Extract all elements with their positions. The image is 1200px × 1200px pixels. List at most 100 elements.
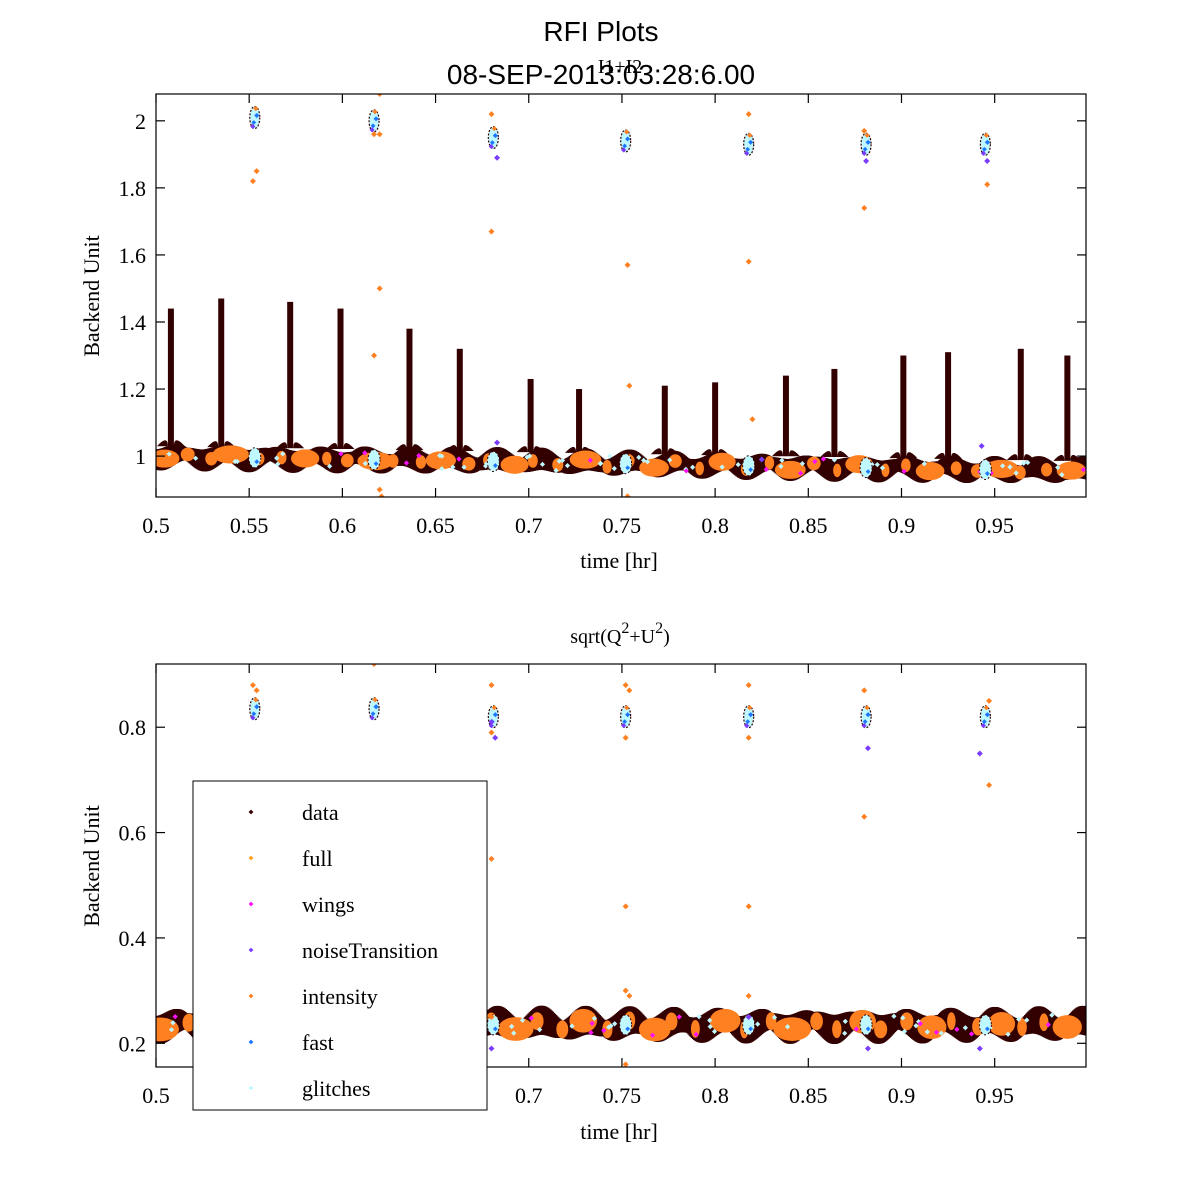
data-spike-shoulder [343,443,355,450]
fast-point [862,146,868,152]
glitches-point [439,466,445,472]
wings-point [601,1027,607,1034]
intensity-point [747,705,753,711]
intensity-point [500,455,529,474]
fast-point [254,459,260,465]
wings-point [362,450,368,456]
x-tick-label: 0.95 [975,1083,1014,1108]
y-tick-label: 2 [135,109,146,134]
data-spike-shoulder [1053,454,1065,461]
wings-point [901,468,907,474]
intensity-point [622,903,629,910]
wings-point [1080,467,1086,473]
fast-point [489,140,495,145]
intensity-point [156,449,180,468]
glitches-point [1055,464,1061,471]
intensity-point [491,125,497,132]
fast-point [373,461,379,467]
data-spike [1017,348,1024,461]
x-tick-label: 0.55 [230,513,269,538]
glitches-point [232,458,238,465]
glitches-point [274,455,280,461]
intensity-point [864,705,870,711]
intensity-point [807,456,821,471]
bottom-x-axis-label: time [hr] [580,1119,658,1144]
data-spike-shoulder [207,441,219,448]
wings-point [917,1021,923,1027]
wings-point [416,453,422,459]
wings-point [968,1031,975,1037]
x-tick-label: 0.7 [515,1083,543,1108]
noiseTransition-point [369,127,375,133]
glitches-point [1021,460,1027,466]
intensity-point [773,1017,812,1041]
glitches-cluster-low [486,451,500,473]
noiseTransition-point [976,750,983,757]
intensity-point [917,1015,947,1040]
data-spike [456,348,463,451]
intensity-point [488,1013,495,1020]
legend: data full wings noiseTransition intensity fas… [192,780,488,1111]
noiseTransition-point [978,443,985,450]
data-point [1084,1006,1086,1036]
data-spike-shoulder [1070,454,1082,461]
data-spike-shoulder [533,446,545,453]
glitches-point [874,462,880,468]
legend-marker-icon [248,1085,254,1091]
intensity-point [774,460,806,479]
noiseTransition-point [488,723,494,729]
data-spike-shoulder [412,444,424,451]
noiseTransition-point [250,123,256,130]
data-spike [712,382,719,456]
intensity-point [833,463,842,478]
data-spike-shoulder [667,448,679,455]
glitches-cluster-low [859,457,873,479]
wings-point [763,466,769,473]
glitches-point [1016,1016,1022,1022]
glitches-point [1007,464,1013,470]
wings-point [693,1031,699,1038]
glitches-cluster-low [619,1014,633,1036]
fast-point [748,1026,754,1032]
data-spike [782,375,789,457]
fast-point [254,112,260,119]
intensity-point [624,261,631,268]
intensity-point [665,1012,678,1031]
intensity-point [861,813,868,820]
intensity-point [986,782,993,789]
data-spike-shoulder [951,452,963,459]
noiseTransition-point [250,715,256,721]
intensity-point [212,445,250,464]
bottom-title-part: ) [663,626,670,648]
top-y-axis-label: Backend Unit [79,235,104,357]
glitches-point [842,1030,848,1036]
fast-point [622,143,628,149]
data-spike [576,389,583,453]
glitches-point [527,453,533,459]
legend-label: wings [302,892,355,917]
intensity-point [695,461,705,476]
intensity-point [376,285,383,292]
intensity-point [376,486,383,493]
noiseTransition-point [864,745,871,752]
wings-point [1045,1022,1051,1028]
intensity-point [322,451,332,466]
wings-point [589,1020,595,1026]
intensity-point [253,105,259,112]
intensity-point [180,447,195,462]
legend-entries: data full wings noiseTransition intensity fas… [248,800,438,1101]
glitches-point [707,1017,713,1023]
fast-point [625,1026,631,1032]
wings-point [933,1029,939,1035]
glitches-cluster-low [248,447,262,469]
glitches-point [193,455,199,461]
legend-entry-fast: fast [248,1030,334,1055]
intensity-point [745,903,752,910]
fast-point [492,1026,498,1032]
glitches-point [690,464,696,470]
x-tick-label: 0.9 [888,1083,916,1108]
data-spike-shoulder [565,446,577,453]
wings-point [797,470,804,476]
x-tick-label: 0.8 [701,513,729,538]
noiseTransition-point [861,150,867,156]
